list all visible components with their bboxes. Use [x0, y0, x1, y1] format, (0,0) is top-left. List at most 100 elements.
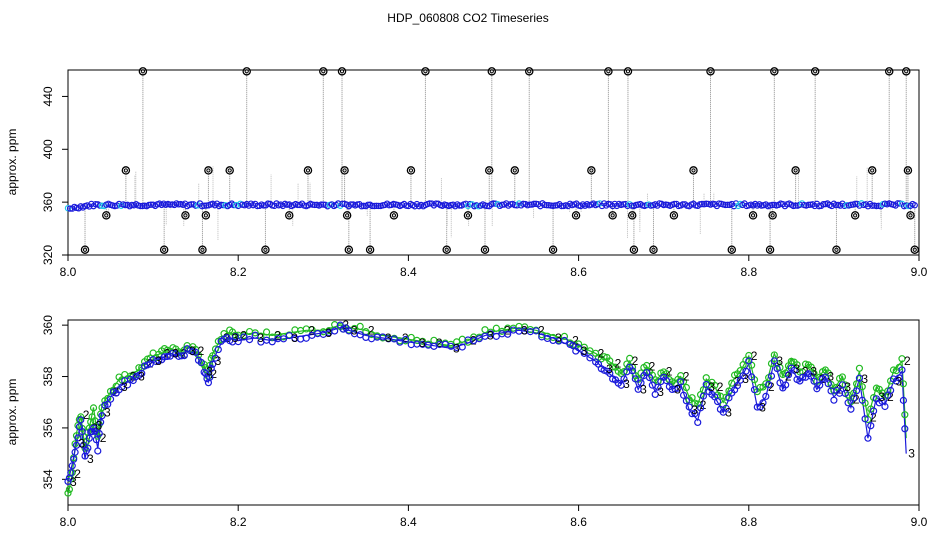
flagged-points — [80, 67, 919, 254]
baseline-point — [360, 202, 367, 210]
baseline-point — [456, 202, 463, 209]
series-digit-2: 2 — [368, 323, 375, 337]
flagged-point — [608, 211, 617, 220]
baseline-point — [96, 202, 104, 209]
series-digit-3: 3 — [708, 380, 715, 394]
series-digit-2: 2 — [572, 334, 579, 348]
series-point-3 — [200, 368, 208, 376]
y-tick-label: 360 — [41, 192, 55, 212]
series-point-3 — [782, 381, 790, 389]
series-point-3 — [895, 374, 903, 382]
series-digit-3: 3 — [776, 354, 783, 368]
series-point-3 — [699, 392, 708, 400]
flagged-point-inner — [203, 213, 208, 218]
series-digit-3: 3 — [189, 344, 196, 358]
series-point-2 — [643, 361, 651, 370]
series-point-3 — [702, 380, 710, 389]
series-point-2 — [626, 354, 634, 362]
series-digit-3: 3 — [606, 362, 613, 376]
series-point-2 — [251, 329, 259, 337]
flagged-point-inner — [610, 213, 615, 218]
flagged-point — [121, 166, 131, 175]
series-point-2 — [211, 345, 220, 353]
series-digit-2: 2 — [538, 323, 545, 337]
baseline-point — [375, 202, 382, 210]
flagged-point — [201, 211, 211, 220]
flagged-point — [884, 67, 894, 76]
flagged-point-inner — [651, 247, 656, 252]
flagged-point-inner — [368, 247, 373, 252]
baseline-point — [679, 201, 687, 208]
series-point-2 — [855, 364, 864, 372]
flagged-point — [768, 211, 777, 220]
panel-bottom: approx. ppm 8.0 8.2 8.4 8.6 8.8 9.0 354 356 358… — [5, 315, 928, 529]
x-tick-label: 8.0 — [60, 265, 77, 279]
series-point-3 — [487, 330, 495, 338]
series-point-2 — [841, 381, 849, 389]
series-point-3 — [887, 386, 895, 394]
series-digit-3: 3 — [521, 323, 528, 337]
flagged-point — [181, 211, 190, 220]
series-point-3 — [799, 373, 807, 381]
series-digit-3: 3 — [419, 336, 426, 350]
series-point-2 — [498, 327, 506, 335]
flagged-point-inner — [630, 213, 635, 218]
series-point-3 — [74, 434, 82, 442]
flagged-point-inner — [631, 247, 637, 252]
series-point-2 — [858, 383, 866, 391]
series-point-2 — [722, 393, 730, 401]
series-digit-3: 3 — [895, 375, 902, 389]
series-digit-3: 3 — [138, 370, 145, 384]
flagged-point-inner — [482, 247, 488, 252]
series-digit-2: 2 — [615, 357, 622, 371]
series-point-2 — [884, 387, 892, 395]
flagged-point-inner — [321, 69, 326, 74]
x-tick-label: 8.0 — [60, 515, 77, 529]
flagged-point — [225, 166, 234, 175]
series-digit-3: 3 — [878, 390, 885, 404]
baseline-point — [792, 202, 799, 209]
series-point-3 — [773, 364, 781, 373]
series-digit-3: 3 — [759, 400, 766, 414]
flagged-point — [832, 245, 841, 254]
flagged-point-inner — [729, 247, 734, 252]
series-digit-3: 3 — [674, 382, 681, 396]
series-point-3 — [628, 367, 637, 375]
flagged-point — [910, 245, 919, 254]
series-point-2 — [77, 413, 85, 421]
flagged-point-inner — [391, 213, 397, 218]
flagged-point-inner — [767, 247, 773, 252]
flagged-point — [340, 166, 349, 175]
baseline-point — [347, 201, 355, 208]
flagged-point — [406, 166, 416, 175]
series-point-3 — [192, 348, 200, 356]
baseline-point — [490, 200, 497, 207]
flagged-point — [524, 67, 534, 76]
series-digit-2: 2 — [649, 359, 656, 373]
flagged-point — [810, 67, 820, 76]
series-point-3 — [784, 371, 793, 379]
series-point-3 — [189, 348, 197, 356]
flagged-point-inner — [671, 213, 677, 218]
x-tick-label: 8.8 — [740, 515, 757, 529]
x-tick-label: 8.8 — [740, 265, 757, 279]
baseline-point — [911, 202, 918, 209]
flagged-point-inner — [346, 247, 351, 252]
flagged-point-inner — [908, 213, 913, 218]
series-point-3 — [390, 335, 398, 343]
series-digit-2: 2 — [632, 354, 639, 368]
flagged-point-inner — [813, 69, 818, 74]
flagged-point-inner — [912, 247, 917, 252]
series-point-3 — [901, 425, 909, 433]
series-digit-2: 2 — [240, 328, 247, 342]
series-digit-3: 3 — [742, 372, 749, 386]
flagged-point-inner — [750, 213, 756, 218]
x-tick-label: 8.2 — [230, 515, 247, 529]
flagged-point — [867, 166, 877, 175]
y-tick-label: 358 — [41, 366, 55, 386]
series-point-3 — [88, 427, 96, 436]
flagged-point — [484, 166, 494, 175]
flagged-point-inner — [227, 168, 232, 173]
series-point-3 — [297, 335, 305, 343]
flagged-point — [365, 245, 375, 254]
